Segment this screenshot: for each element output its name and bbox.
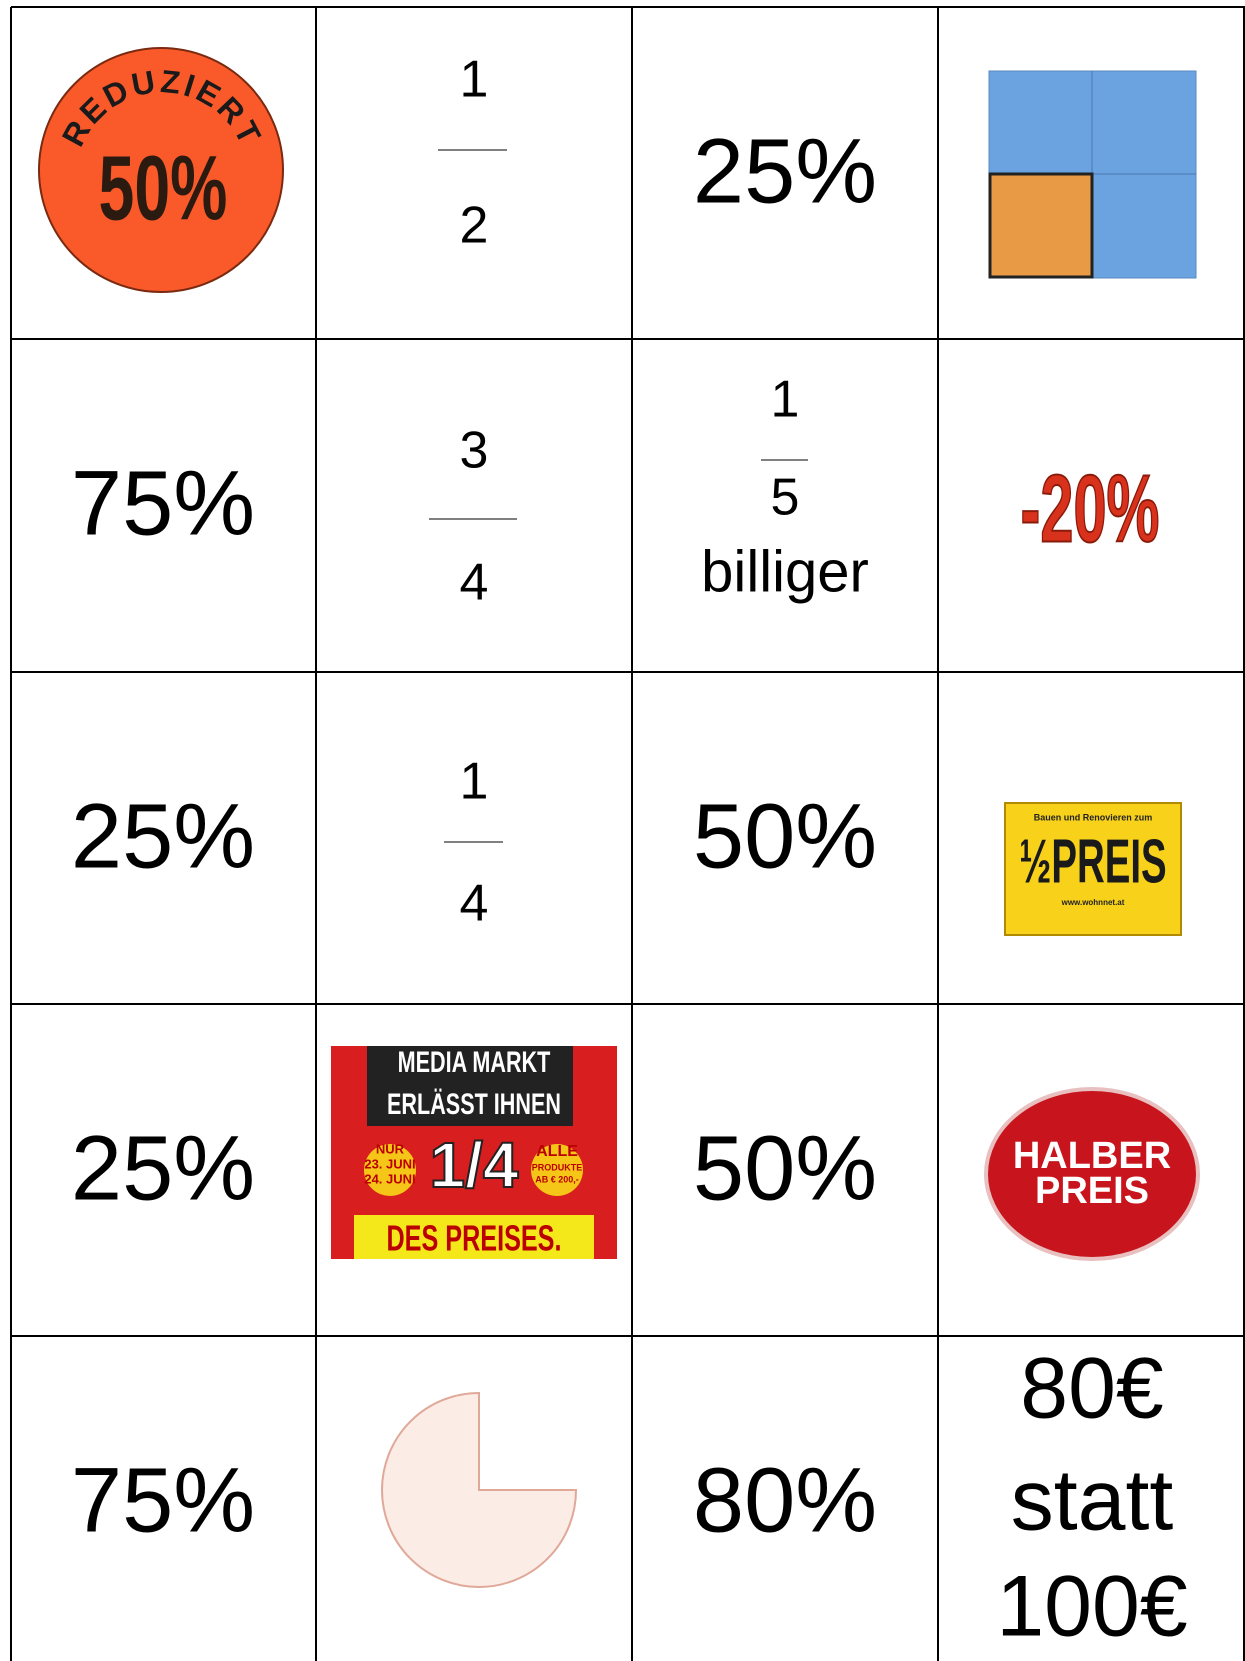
ad-right: ALLE [536,1143,578,1160]
ad-left: NUR [376,1141,405,1156]
card-table: REDUZIERT 50% 1 2 25% 75% 3 4 1 5 billig… [0,0,1245,1661]
denominator: 5 [771,469,800,527]
denominator: 2 [460,197,489,255]
suffix: billiger [701,539,869,604]
card-line: 80€ [1020,1341,1164,1437]
ad-right: PRODUKTE [532,1162,583,1172]
ad-line: MEDIA MARKT [398,1044,551,1078]
card-line: 100€ [996,1559,1187,1655]
numerator: 1 [460,753,489,811]
ad-right: AB € 200,- [535,1174,579,1184]
sticker-value: 50% [99,136,228,239]
pie-three-quarters [382,1393,576,1587]
card-text: 50% [693,785,877,887]
card-text: 25% [693,120,877,222]
ad-left: 24. JUNI [364,1171,415,1186]
media-markt-ad: MEDIA MARKT ERLÄSST IHNEN NUR 23. JUNI 2… [331,1044,617,1259]
card-text: 25% [71,785,255,887]
halber-preis-button: HALBER PREIS [986,1089,1198,1259]
squares [989,71,1196,278]
numerator: 1 [460,51,489,109]
numerator: 3 [460,422,489,480]
preis-sign: Bauen und Renovieren zum ½PREIS www.wohn… [1005,803,1181,935]
numerator: 1 [771,371,800,429]
ad-fraction: 1/4 [430,1129,519,1201]
card-text: 75% [71,1449,255,1551]
discount-3d: -20% [1021,455,1160,562]
card-text: 50% [693,1117,877,1219]
button-line: PREIS [1035,1170,1149,1212]
card-text: 80% [693,1449,877,1551]
sign-url: www.wohnnet.at [1061,898,1125,907]
page: {"table":{"rows":[ {"c1":{"arc":"REDUZIE… [0,0,1245,1661]
denominator: 4 [460,875,489,933]
card-line: statt [1011,1453,1174,1549]
sign-top: Bauen und Renovieren zum [1034,812,1153,822]
sign-main: ½PREIS [1019,826,1166,896]
ad-bottom: DES PREISES. [386,1218,561,1259]
sticker: REDUZIERT 50% [39,48,283,292]
card-text: 25% [71,1117,255,1219]
ad-left: 23. JUNI [364,1156,415,1171]
denominator: 4 [460,554,489,612]
card-text: 75% [71,452,255,554]
ad-line: ERLÄSST IHNEN [387,1086,561,1120]
